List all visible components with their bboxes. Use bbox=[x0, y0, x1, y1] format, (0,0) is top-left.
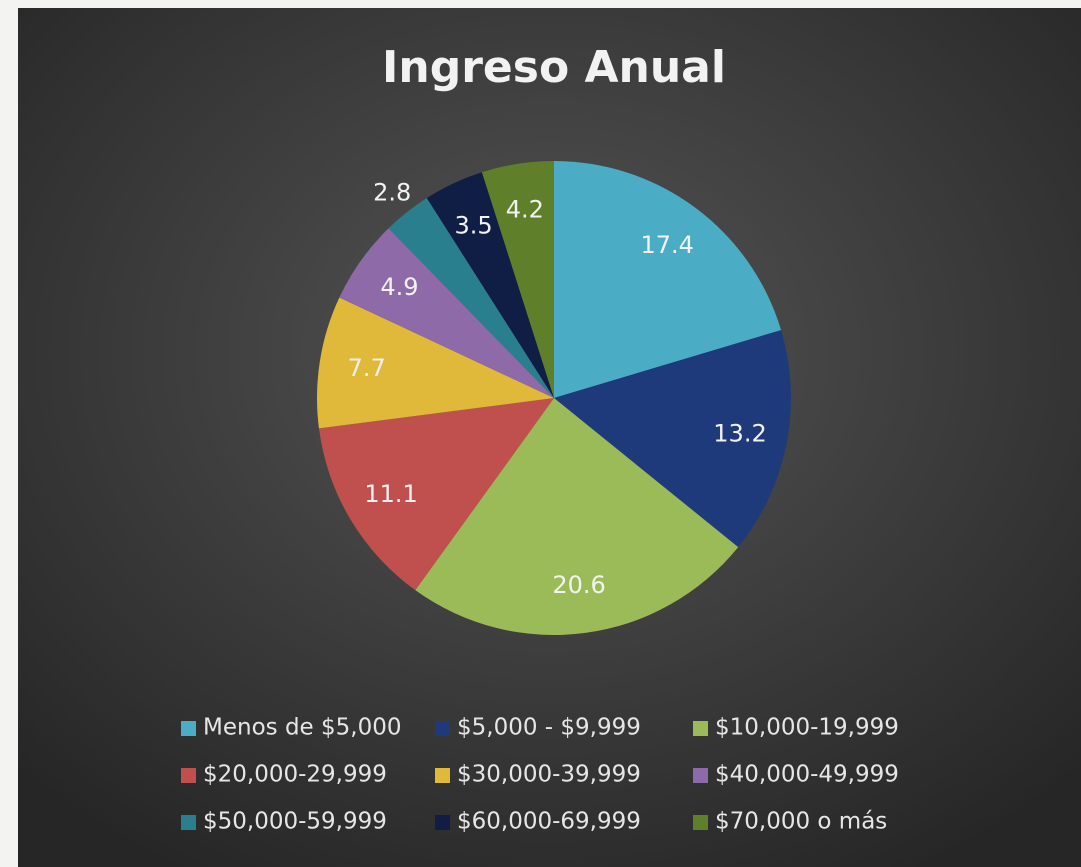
pie-slice bbox=[415, 398, 739, 636]
pie-slice bbox=[318, 398, 554, 591]
legend-label: $40,000-49,999 bbox=[715, 762, 899, 788]
legend-label: $30,000-39,999 bbox=[457, 762, 641, 788]
chart-title: Ingreso Anual bbox=[382, 42, 726, 93]
data-label: 20.6 bbox=[552, 571, 605, 599]
legend-swatch bbox=[181, 768, 196, 783]
legend-swatch bbox=[435, 768, 450, 783]
legend-swatch bbox=[693, 768, 708, 783]
legend-swatch bbox=[181, 721, 196, 736]
data-label: 7.7 bbox=[348, 354, 386, 382]
data-label: 2.8 bbox=[373, 179, 411, 207]
pie-slice bbox=[426, 172, 554, 398]
data-label: 3.5 bbox=[455, 211, 493, 239]
data-label: 13.2 bbox=[713, 420, 766, 448]
legend-label: $70,000 o más bbox=[715, 809, 887, 835]
legend-swatch bbox=[693, 721, 708, 736]
legend-swatch bbox=[693, 815, 708, 830]
data-label: 4.2 bbox=[506, 196, 544, 224]
pie-slice bbox=[339, 228, 554, 398]
legend-swatch bbox=[435, 721, 450, 736]
legend-swatch bbox=[181, 815, 196, 830]
legend-label: Menos de $5,000 bbox=[203, 715, 401, 741]
legend-swatch bbox=[435, 815, 450, 830]
legend-label: $5,000 - $9,999 bbox=[457, 715, 641, 741]
data-label: 4.9 bbox=[380, 273, 418, 301]
pie-slice bbox=[481, 161, 554, 398]
pie-slice bbox=[316, 297, 554, 429]
pie-slice bbox=[554, 330, 791, 548]
data-label: 17.4 bbox=[641, 231, 694, 259]
pie-slice bbox=[388, 198, 554, 398]
legend-label: $20,000-29,999 bbox=[203, 762, 387, 788]
pie-slice bbox=[554, 161, 782, 398]
legend-label: $60,000-69,999 bbox=[457, 809, 641, 835]
legend-label: $10,000-19,999 bbox=[715, 715, 899, 741]
legend-label: $50,000-59,999 bbox=[203, 809, 387, 835]
data-label: 11.1 bbox=[364, 480, 417, 508]
